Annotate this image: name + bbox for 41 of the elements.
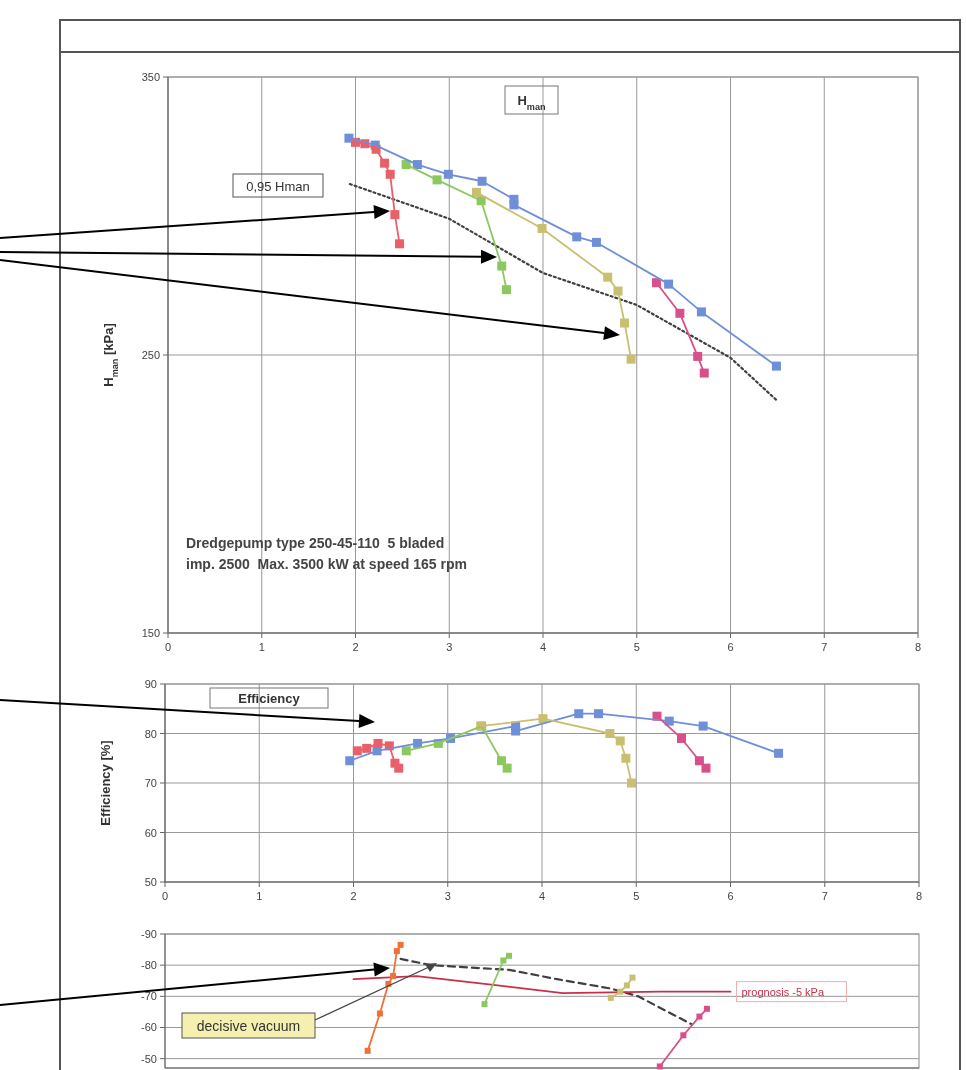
x-tick-label: 0 — [161, 890, 169, 902]
x-tick-label: 4 — [538, 890, 546, 902]
y-tick-label: 70 — [144, 777, 157, 789]
annotation: H$_{man}$ — [517, 93, 546, 112]
x-tick-label: 0 — [164, 641, 172, 653]
line-series — [399, 957, 693, 1026]
x-tick-label: 6 — [727, 890, 734, 902]
x-tick-label: 1 — [256, 890, 263, 902]
x-tick-label: 5 — [633, 641, 640, 653]
annotation: Dredgepump type 250-45-110 5 bladed imp. 2500 Max. 3500 kW at speed 165 rpm — [186, 535, 467, 572]
annotation: Efficiency — [238, 691, 301, 706]
x-tick-label: 7 — [821, 890, 828, 902]
y-tick-label: -50 — [141, 1052, 157, 1065]
x-tick-label: 2 — [352, 641, 359, 653]
series-label: prognosis -5 kPa — [741, 985, 825, 998]
y-tick-label: -80 — [141, 959, 157, 972]
text: decisive vacuum — [196, 1017, 301, 1034]
x-tick-label: 2 — [350, 890, 357, 902]
x-tick-label: 8 — [915, 890, 923, 902]
y-tick-label: -60 — [141, 1021, 157, 1034]
y-tick-label: 350 — [141, 71, 160, 83]
x-tick-label: 4 — [539, 641, 547, 653]
x-tick-label: 7 — [821, 641, 828, 653]
y-axis-title: Efficiency [%] — [98, 740, 113, 826]
x-tick-label: 5 — [633, 890, 640, 902]
y-tick-label: 60 — [144, 826, 157, 839]
line-series — [352, 975, 732, 995]
y-tick-label: 150 — [141, 627, 160, 639]
y-tick-label: -90 — [141, 928, 157, 940]
y-tick-label: 250 — [141, 349, 160, 361]
y-tick-label: 80 — [144, 727, 157, 740]
x-tick-label: 3 — [444, 890, 451, 902]
x-tick-label: 8 — [914, 641, 922, 653]
x-tick-label: 3 — [446, 641, 453, 653]
x-tick-label: 1 — [258, 641, 265, 653]
text: 0,95 Hman — [246, 178, 310, 194]
x-tick-label: 6 — [727, 641, 734, 653]
y-tick-label: 50 — [144, 876, 157, 888]
y-tick-label: -70 — [141, 990, 157, 1003]
line-series — [348, 182, 779, 402]
y-tick-label: 90 — [144, 678, 157, 690]
